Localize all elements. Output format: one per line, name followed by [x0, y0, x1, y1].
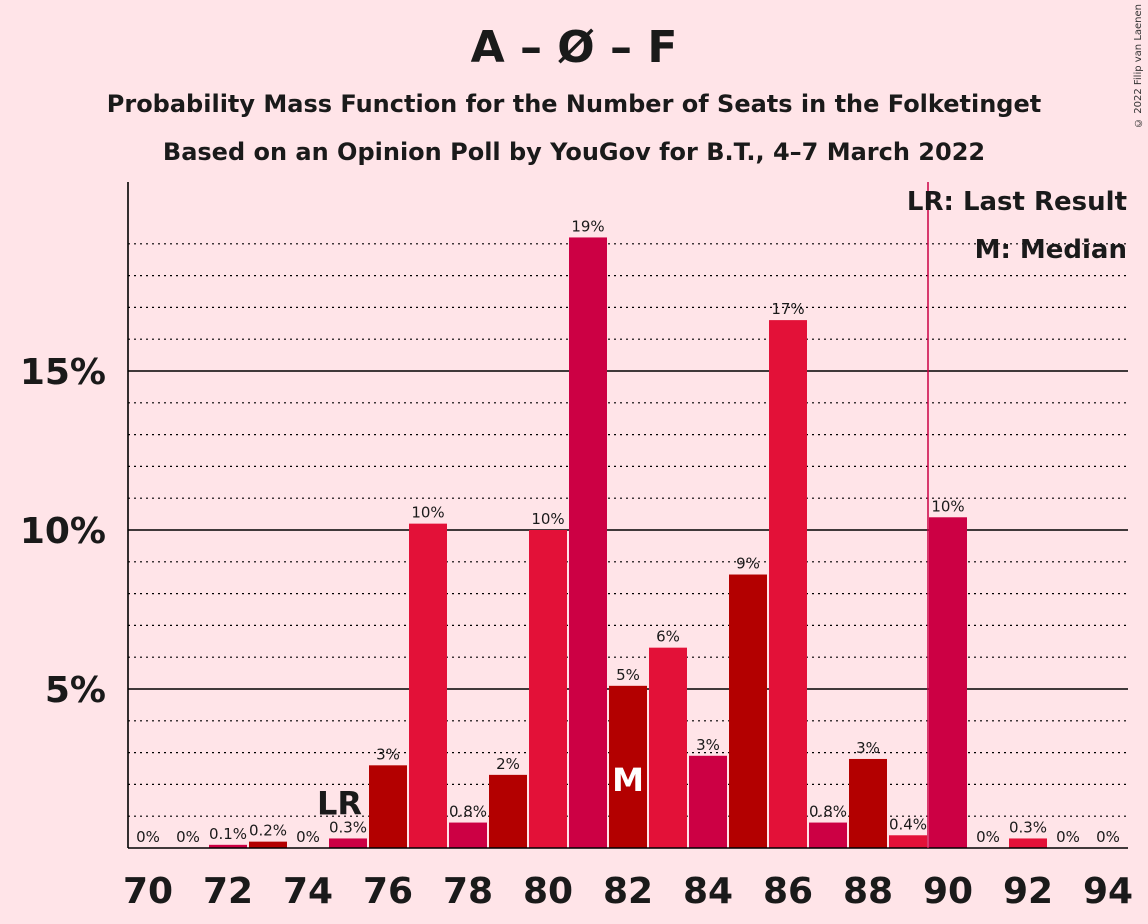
legend-last-result: LR: Last Result: [907, 187, 1127, 217]
bar-89: [889, 835, 927, 848]
x-tick-label: 90: [923, 871, 973, 912]
data-label-86: 17%: [771, 300, 804, 318]
data-label-87: 0.8%: [809, 803, 847, 821]
last-result-marker: LR: [317, 784, 362, 822]
data-label-91: 0%: [976, 828, 1000, 846]
data-label-78: 0.8%: [449, 803, 487, 821]
chart-subtitle-1: Probability Mass Function for the Number…: [106, 90, 1042, 118]
data-label-82: 5%: [616, 666, 640, 684]
bar-75: [329, 838, 367, 848]
data-label-88: 3%: [856, 739, 880, 757]
data-label-85: 9%: [736, 555, 760, 573]
x-tick-label: 86: [763, 871, 813, 912]
data-label-73: 0.2%: [249, 822, 287, 840]
data-label-89: 0.4%: [889, 815, 927, 833]
bar-85: [729, 574, 767, 848]
bar-90: [929, 517, 967, 848]
y-tick-bg: [30, 510, 114, 550]
y-tick-bg: [30, 669, 114, 709]
x-tick-label: 74: [283, 871, 333, 912]
bar-82: [609, 685, 647, 848]
data-label-80: 10%: [531, 510, 564, 528]
data-label-84: 3%: [696, 736, 720, 754]
data-label-75: 0.3%: [329, 818, 367, 836]
data-label-79: 2%: [496, 755, 520, 773]
data-label-74: 0%: [296, 828, 320, 846]
data-label-76: 3%: [376, 745, 400, 763]
data-label-81: 19%: [571, 217, 604, 235]
data-label-93: 0%: [1056, 828, 1080, 846]
bar-84: [689, 755, 727, 848]
x-tick-label: 84: [683, 871, 733, 912]
bar-83: [649, 647, 687, 848]
bar-80: [529, 530, 567, 848]
bar-77: [409, 523, 447, 848]
bar-72: [209, 844, 247, 848]
x-tick-label: 82: [603, 871, 653, 912]
bar-78: [449, 822, 487, 848]
data-label-71: 0%: [176, 828, 200, 846]
bar-73: [249, 841, 287, 848]
x-tick-label: 94: [1083, 871, 1133, 912]
data-label-92: 0.3%: [1009, 818, 1047, 836]
x-tick-label: 80: [523, 871, 573, 912]
y-tick-label: 15%: [20, 352, 106, 393]
chart-subtitle-2: Based on an Opinion Poll by YouGov for B…: [162, 138, 986, 166]
x-tick-label: 92: [1003, 871, 1053, 912]
data-label-72: 0.1%: [209, 825, 247, 843]
bar-76: [369, 765, 407, 848]
x-tick-label: 88: [843, 871, 893, 912]
y-tick-label: 10%: [20, 511, 106, 552]
axes: 5% 10% 15% 70 72 74 76 78 80 82 84 86 88 90 92 94 LR M: [20, 182, 1133, 912]
data-label-90: 10%: [931, 497, 964, 515]
legend-median: M: Median: [975, 235, 1127, 265]
data-label-83: 6%: [656, 628, 680, 646]
data-label-94: 0%: [1096, 828, 1120, 846]
bar-92: [1009, 838, 1047, 848]
bar-87: [809, 822, 847, 848]
x-tick-label: 72: [203, 871, 253, 912]
bar-86: [769, 320, 807, 848]
y-tick-bg: [30, 351, 114, 391]
median-marker: M: [612, 761, 644, 799]
y-tick-label: 5%: [45, 670, 106, 711]
data-label-77: 10%: [411, 504, 444, 522]
x-tick-label: 70: [123, 871, 173, 912]
x-tick-label: 78: [443, 871, 493, 912]
x-tick-label: 76: [363, 871, 413, 912]
chart-title: A – Ø – F: [470, 22, 678, 73]
bar-88: [849, 758, 887, 848]
data-label-70: 0%: [136, 828, 160, 846]
data-labels: 0% 0% 0.1% 0.2% 0% 0.3% 3% 10% 0.8% 2% 10% 19% 5% 6% 3…: [136, 217, 1120, 846]
bars: [209, 237, 1047, 848]
bar-81: [569, 237, 607, 848]
bar-79: [489, 774, 527, 848]
